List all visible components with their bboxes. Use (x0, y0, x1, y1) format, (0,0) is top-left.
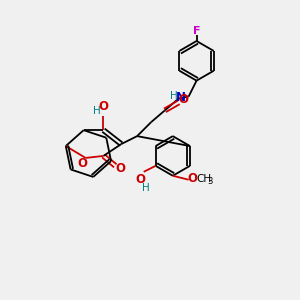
Text: O: O (78, 158, 88, 170)
Text: O: O (98, 100, 108, 113)
Text: O: O (115, 162, 125, 175)
Text: O: O (188, 172, 198, 185)
Text: H: H (142, 183, 150, 193)
Text: 3: 3 (208, 177, 213, 186)
Text: O: O (136, 173, 146, 186)
Text: H: H (93, 106, 101, 116)
Text: F: F (193, 26, 200, 36)
Text: N: N (176, 91, 186, 104)
Text: CH: CH (196, 174, 211, 184)
Text: H: H (170, 91, 178, 100)
Text: O: O (179, 93, 189, 106)
